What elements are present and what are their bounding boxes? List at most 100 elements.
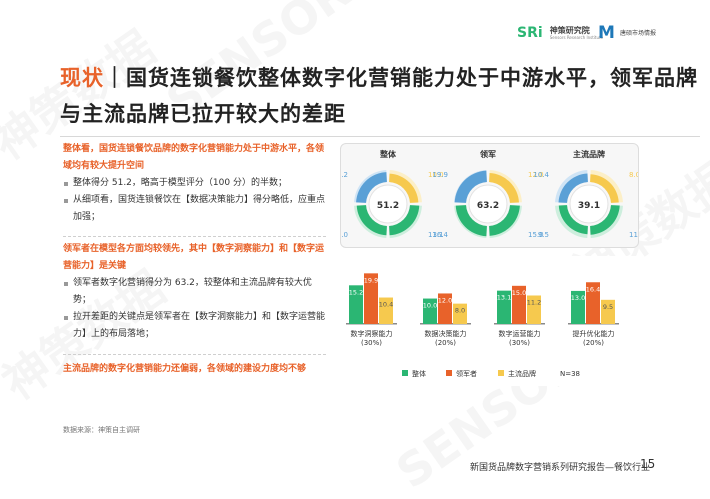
donut-segment-label: 19.9 (432, 171, 448, 179)
section-lead: 主流品牌的数字化营销能力还偏弱，各领域的建设力度均不够 (63, 364, 307, 374)
category-label: (30%) (509, 339, 530, 347)
bullet-item: 从细项看，国货连锁餐饮在【数据决策能力】得分略低，应重点加强； (63, 192, 326, 226)
category-label: 提升优化能力 (573, 329, 615, 338)
bar (453, 303, 467, 324)
page-title: 现状｜国货连锁餐饮整体数字化营销能力处于中游水平，领军品牌与主流品牌已拉开较大的… (60, 60, 700, 132)
category-label: (20%) (435, 339, 456, 347)
donut-total-label: 51.2 (377, 201, 399, 211)
sri-logo-icon: SRi (517, 24, 543, 41)
bar (527, 295, 541, 324)
legend-swatch (498, 370, 504, 376)
bar-value-label: 10.0 (423, 302, 437, 310)
bar (438, 293, 452, 324)
bar (512, 285, 526, 324)
donut-segment-label: 13.1 (428, 231, 444, 239)
title-highlight: 现状 (60, 65, 104, 90)
data-source: 数据来源：神策自主调研 (63, 426, 140, 434)
bar (601, 299, 615, 324)
partner-logo-icon: M (598, 22, 615, 43)
section-mainstream: 主流品牌的数字化营销能力还偏弱，各领域的建设力度均不够 (63, 361, 326, 378)
bar (364, 273, 378, 324)
bar-value-label: 13.0 (571, 294, 585, 302)
bar-value-label: 15.0 (512, 289, 526, 297)
donut-segment-label: 10.0 (428, 171, 444, 179)
category-label: (30%) (361, 339, 382, 347)
section-divider (63, 354, 326, 355)
footer-report-name: 新国货品牌数字营销系列研究报告—餐饮行业 (470, 463, 651, 473)
donut-segment (356, 205, 387, 236)
donut-segment (455, 205, 487, 237)
donut-title: 领军 (480, 149, 496, 159)
bar (571, 290, 585, 324)
donut-segment-label: 13.0 (341, 231, 348, 239)
donut-segment (389, 205, 420, 236)
donut-segment (558, 173, 588, 203)
donut-segment (489, 173, 519, 203)
legend-swatch (402, 370, 408, 376)
donut-segment-label: 8.0 (629, 171, 638, 179)
title-divider (60, 136, 700, 137)
bar (349, 285, 363, 324)
donut-segment-label: 9.5 (538, 231, 549, 239)
donut-segment (590, 205, 620, 235)
donut-segment (389, 173, 419, 203)
donut-segment (489, 205, 520, 236)
partner-name: 唐硕市场情报 (620, 30, 657, 37)
donut-center (468, 184, 508, 224)
bar-value-label: 15.2 (349, 288, 363, 296)
donut-segment-label: 15.0 (528, 231, 544, 239)
donut-segment (558, 205, 588, 235)
logo-title: 神策研究院 (549, 25, 590, 35)
bullet-item: 整体得分 51.2，略高于模型评分（100 分）的半数； (63, 175, 326, 192)
bar-chart: 15.219.910.4数字洞察能力(30%)10.012.08.0数据决策能力… (346, 273, 619, 378)
bar (586, 282, 600, 324)
legend-label: 整体 (412, 369, 426, 378)
legend-label: 主流品牌 (508, 369, 536, 378)
category-label: 数字运营能力 (499, 329, 541, 338)
bar-value-label: 8.0 (455, 307, 465, 315)
donut-panel: 整体 15.2 10.0 13.1 13.0 51.2 领军 19.9 12.0 15.0 16.4… (332, 143, 645, 248)
logo-subtitle: Sensors Research Institute (549, 34, 604, 40)
bar-value-label: 19.9 (364, 276, 378, 284)
title-text: ｜国货连锁餐饮整体数字化营销能力处于中游水平，领军品牌与主流品牌已拉开较大的差距 (60, 65, 698, 126)
section-lead: 领军者在模型各方面均较领先，其中【数字洞察能力】和【数字运营能力】是关键 (63, 244, 325, 271)
donut-center (368, 184, 408, 224)
donut-segment (590, 174, 619, 203)
donut-segment (356, 172, 387, 203)
bar-value-label: 10.4 (379, 301, 393, 309)
donut-segment (454, 170, 487, 203)
bar (497, 290, 511, 324)
bar (423, 298, 437, 324)
sri-logo: SRi 神策研究院 Sensors Research Institute (517, 22, 603, 41)
legend-note: N=38 (560, 370, 580, 378)
donut-segment-label: 10.4 (533, 171, 549, 179)
section-divider (63, 236, 326, 237)
bar (379, 297, 393, 324)
legend-label: 领军者 (456, 369, 477, 378)
category-label: (20%) (583, 339, 604, 347)
donut-total-label: 39.1 (578, 201, 600, 211)
bar-value-label: 12.0 (438, 296, 452, 304)
donut-segment-label: 12.0 (528, 171, 544, 179)
bar-value-label: 13.1 (497, 294, 511, 302)
bar-value-label: 16.4 (586, 285, 600, 293)
donut-segment-label: 15.2 (341, 171, 348, 179)
donut-title: 主流品牌 (573, 149, 605, 159)
section-leader: 领军者在模型各方面均较领先，其中【数字洞察能力】和【数字运营能力】是关键 领军者… (63, 241, 326, 343)
donut-center (569, 184, 609, 224)
donut-segment-label: 16.4 (432, 231, 448, 239)
category-label: 数据决策能力 (425, 329, 467, 338)
bullet-item: 领军者数字化营销得分为 63.2，较整体和主流品牌有较大优势； (63, 275, 326, 309)
page-number: 15 (640, 457, 656, 471)
donut-total-label: 63.2 (477, 201, 499, 211)
donut-segment-label: 11.2 (629, 231, 638, 239)
category-label: 数字洞察能力 (351, 329, 393, 338)
donut-charts: 整体 15.2 10.0 13.1 13.0 51.2 领军 19.9 12.0 15.0 16.4… (332, 149, 644, 239)
partner-logo: M 唐硕市场情报 (598, 22, 656, 43)
bar-value-label: 9.5 (603, 303, 613, 311)
bar-value-label: 11.2 (527, 298, 541, 306)
section-overall: 整体看，国货连锁餐饮品牌的数字化营销能力处于中游水平，各领域均有较大提升空间 整… (63, 141, 326, 226)
legend-swatch (446, 370, 452, 376)
bullet-item: 拉开差距的关键点是领军者在【数字洞察能力】和【数字运营能力】上的布局落地； (63, 309, 326, 343)
section-lead: 整体看，国货连锁餐饮品牌的数字化营销能力处于中游水平，各领域均有较大提升空间 (63, 144, 325, 171)
